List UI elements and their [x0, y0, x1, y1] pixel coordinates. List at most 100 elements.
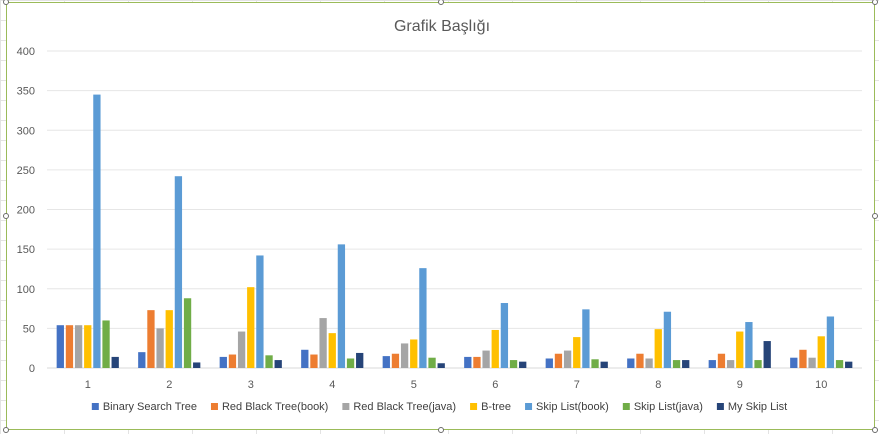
bar[interactable]: [509, 360, 518, 368]
bar[interactable]: [102, 320, 110, 368]
bar[interactable]: [237, 331, 246, 368]
bar[interactable]: [636, 353, 644, 368]
resize-handle-left[interactable]: [3, 213, 9, 219]
bar[interactable]: [65, 325, 74, 368]
bar[interactable]: [473, 356, 481, 368]
legend-item[interactable]: My Skip List: [716, 401, 787, 413]
resize-handle-top-left[interactable]: [3, 0, 9, 5]
x-tick-label: 5: [411, 379, 417, 391]
bar[interactable]: [591, 359, 599, 368]
legend-swatch: [716, 403, 724, 410]
bar[interactable]: [319, 318, 327, 368]
bar[interactable]: [682, 360, 690, 368]
bar[interactable]: [337, 244, 346, 368]
bar[interactable]: [111, 356, 119, 368]
bar[interactable]: [391, 353, 400, 368]
bar[interactable]: [256, 255, 264, 368]
bar[interactable]: [790, 357, 798, 368]
bar[interactable]: [500, 303, 509, 368]
bar[interactable]: [428, 357, 436, 368]
bar[interactable]: [573, 337, 581, 368]
bar[interactable]: [193, 362, 201, 368]
legend-item[interactable]: Red Black Tree(book): [210, 401, 328, 413]
legend-swatch: [91, 403, 99, 410]
bar[interactable]: [754, 360, 762, 368]
bar[interactable]: [545, 358, 553, 368]
bar[interactable]: [356, 352, 364, 368]
bar[interactable]: [600, 361, 608, 368]
bar[interactable]: [654, 329, 662, 368]
bar[interactable]: [147, 310, 155, 368]
bar[interactable]: [310, 354, 318, 368]
bar[interactable]: [817, 336, 825, 368]
bar[interactable]: [174, 176, 183, 368]
bar[interactable]: [717, 353, 726, 368]
x-axis-ticks: 1 2 3 4 5 6 7 8 9 10: [85, 379, 828, 391]
bar[interactable]: [745, 322, 753, 368]
bar[interactable]: [156, 328, 164, 368]
bar[interactable]: [482, 350, 490, 368]
bar[interactable]: [763, 341, 771, 368]
resize-handle-bottom[interactable]: [438, 427, 444, 433]
bar[interactable]: [799, 349, 807, 368]
bar[interactable]: [219, 356, 227, 368]
legend-item[interactable]: Skip List(book): [525, 401, 609, 413]
bar[interactable]: [437, 363, 445, 368]
resize-handle-bottom-left[interactable]: [3, 427, 9, 433]
bar[interactable]: [84, 325, 92, 368]
bar[interactable]: [410, 339, 418, 368]
bar[interactable]: [346, 358, 355, 368]
bar[interactable]: [726, 360, 735, 368]
bar[interactable]: [301, 349, 309, 368]
bar[interactable]: [400, 343, 409, 368]
legend-item[interactable]: Binary Search Tree: [91, 401, 197, 413]
bar[interactable]: [808, 357, 816, 368]
bar[interactable]: [247, 287, 255, 368]
resize-handle-top[interactable]: [438, 0, 444, 5]
legend[interactable]: Binary Search Tree Red Black Tree(book) Re…: [91, 401, 787, 413]
bar[interactable]: [554, 353, 563, 368]
bar[interactable]: [74, 325, 83, 368]
chart-title[interactable]: Grafik Başlığı: [394, 18, 490, 35]
x-tick-label: 6: [492, 379, 498, 391]
bar[interactable]: [672, 360, 681, 368]
bar[interactable]: [736, 331, 744, 368]
resize-handle-top-right[interactable]: [872, 0, 878, 5]
bar[interactable]: [138, 352, 146, 368]
bar[interactable]: [183, 298, 192, 368]
bar[interactable]: [274, 360, 282, 368]
bar[interactable]: [328, 333, 336, 368]
bar[interactable]: [419, 268, 427, 368]
legend-label: Binary Search Tree: [103, 401, 197, 413]
bar[interactable]: [582, 309, 590, 368]
bar[interactable]: [663, 311, 672, 368]
bar[interactable]: [382, 356, 390, 368]
bar[interactable]: [645, 358, 653, 368]
bar[interactable]: [826, 316, 835, 368]
resize-handle-bottom-right[interactable]: [872, 427, 878, 433]
bar[interactable]: [627, 358, 635, 368]
legend-item[interactable]: B-tree: [470, 401, 511, 413]
bar[interactable]: [93, 94, 101, 369]
resize-handle-right[interactable]: [872, 213, 878, 219]
legend-item[interactable]: Red Black Tree(java): [342, 401, 456, 413]
bar[interactable]: [835, 360, 844, 368]
bar[interactable]: [464, 356, 472, 368]
bar[interactable]: [845, 361, 853, 368]
bar[interactable]: [708, 360, 716, 368]
bar[interactable]: [491, 329, 499, 368]
y-tick-label: 350: [17, 86, 35, 98]
x-tick-label: 8: [655, 379, 661, 391]
bar[interactable]: [228, 354, 237, 368]
bar[interactable]: [265, 355, 273, 368]
bar[interactable]: [519, 361, 527, 368]
bar[interactable]: [56, 325, 64, 368]
legend-label: My Skip List: [728, 401, 787, 413]
y-tick-label: 400: [17, 46, 35, 58]
bar[interactable]: [563, 350, 572, 368]
y-tick-label: 300: [17, 125, 35, 137]
legend-item[interactable]: Skip List(java): [622, 401, 703, 413]
y-tick-label: 100: [17, 284, 35, 296]
y-tick-label: 250: [17, 165, 35, 177]
bar[interactable]: [165, 310, 173, 368]
